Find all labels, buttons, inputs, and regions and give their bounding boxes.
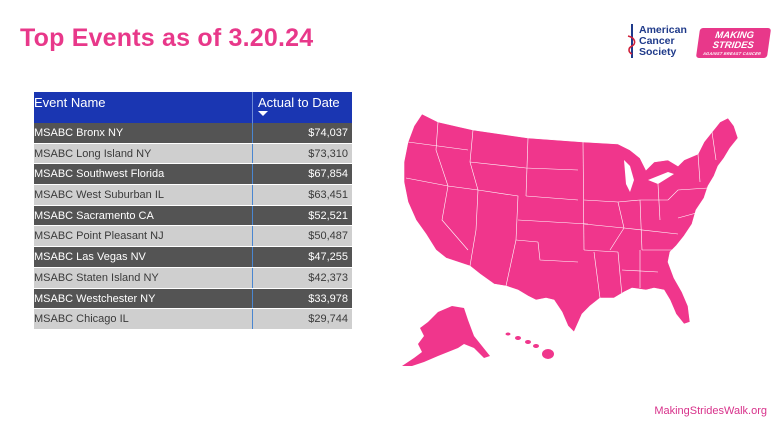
acs-logo-line3: Society	[639, 46, 677, 58]
actual-to-date-cell: $73,310	[252, 143, 352, 164]
actual-to-date-cell: $29,744	[252, 309, 352, 329]
column-header-event-name[interactable]: Event Name	[34, 95, 106, 110]
event-name-cell: MSABC Staten Island NY	[34, 271, 159, 284]
table-row[interactable]: MSABC Southwest Florida $67,854	[34, 164, 352, 186]
american-cancer-society-logo: American Cancer Society	[626, 24, 694, 60]
acs-logo-line1: American	[639, 24, 687, 36]
sort-descending-icon[interactable]	[258, 111, 268, 116]
top-events-table: Event Name Actual to Date MSABC Bronx NY…	[34, 92, 352, 330]
lake-erie-shape	[648, 172, 674, 184]
us-map	[378, 100, 758, 375]
event-name-cell: MSABC Westchester NY	[34, 292, 156, 305]
event-name-cell: MSABC Chicago IL	[34, 313, 129, 326]
slide-title: Top Events as of 3.20.24	[20, 24, 314, 52]
actual-to-date-cell: $33,978	[252, 288, 352, 309]
acs-logo-text: American Cancer Society	[639, 25, 687, 58]
table-row[interactable]: MSABC Westchester NY $33,978	[34, 288, 352, 310]
event-name-cell: MSABC Sacramento CA	[34, 209, 154, 222]
acs-logo-line2: Cancer	[639, 35, 675, 47]
table-row[interactable]: MSABC Sacramento CA $52,521	[34, 205, 352, 227]
making-strides-line2: STRIDES	[711, 40, 755, 51]
actual-to-date-cell: $47,255	[252, 247, 352, 267]
table-row[interactable]: MSABC Long Island NY $73,310	[34, 143, 352, 165]
table-row[interactable]: MSABC Las Vegas NV $47,255	[34, 247, 352, 268]
making-strides-line3: AGAINST BREAST CANCER	[702, 51, 762, 56]
table-row[interactable]: MSABC Point Pleasant NJ $50,487	[34, 226, 352, 248]
table-row[interactable]: MSABC Chicago IL $29,744	[34, 309, 352, 330]
state-borders	[405, 121, 717, 299]
column-header-actual-to-date[interactable]: Actual to Date	[252, 92, 352, 123]
actual-to-date-cell: $50,487	[252, 226, 352, 247]
event-name-cell: MSABC Point Pleasant NJ	[34, 230, 164, 243]
event-name-cell: MSABC Southwest Florida	[34, 168, 165, 181]
event-name-cell: MSABC Las Vegas NV	[34, 251, 146, 264]
table-row[interactable]: MSABC Bronx NY $74,037	[34, 123, 352, 144]
table-header-row: Event Name Actual to Date	[34, 92, 352, 123]
great-lakes-shape	[624, 160, 634, 192]
column-header-actual-to-date-label: Actual to Date	[258, 95, 340, 110]
actual-to-date-cell: $63,451	[252, 185, 352, 205]
us-map-graphic	[402, 113, 739, 366]
event-name-cell: MSABC Bronx NY	[34, 127, 124, 139]
actual-to-date-cell: $67,854	[252, 164, 352, 185]
alaska-shape	[402, 306, 490, 366]
actual-to-date-cell: $74,037	[252, 123, 352, 143]
event-name-cell: MSABC Long Island NY	[34, 147, 152, 160]
table-body: MSABC Bronx NY $74,037 MSABC Long Island N…	[34, 123, 352, 330]
making-strides-logo: MAKING STRIDES AGAINST BREAST CANCER	[695, 28, 772, 58]
table-row[interactable]: MSABC West Suburban IL $63,451	[34, 185, 352, 206]
actual-to-date-cell: $42,373	[252, 267, 352, 288]
acs-sword-icon	[627, 24, 636, 58]
actual-to-date-cell: $52,521	[252, 205, 352, 226]
footer-url[interactable]: MakingStridesWalk.org	[654, 405, 767, 417]
table-row[interactable]: MSABC Staten Island NY $42,373	[34, 267, 352, 289]
event-name-cell: MSABC West Suburban IL	[34, 189, 165, 202]
hawaii-shape	[505, 332, 554, 359]
